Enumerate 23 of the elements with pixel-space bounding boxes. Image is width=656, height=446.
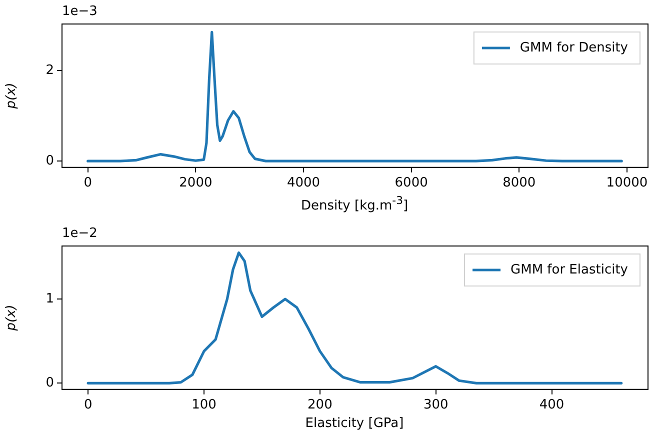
x-tick-label: 200 — [308, 398, 332, 413]
x-tick-label: 10000 — [606, 176, 648, 191]
legend-label: GMM for Density — [520, 40, 628, 56]
x-axis-title: Elasticity [GPa] — [304, 416, 405, 431]
x-tick-label: 6000 — [394, 176, 428, 191]
x-tick-label: 300 — [423, 398, 448, 413]
legend-label: GMM for Elasticity — [510, 262, 628, 278]
y-tick-label: 0 — [46, 376, 54, 391]
y-axis-title: p(x) — [4, 304, 20, 332]
y-tick-label: 2 — [46, 62, 54, 78]
y-axis-title: p(x) — [4, 82, 20, 110]
text: 1e−3 — [62, 4, 98, 19]
text: 1e−2 — [62, 226, 98, 241]
x-tick-label: 0 — [84, 176, 92, 191]
x-tick-label: 0 — [84, 398, 92, 413]
x-tick-label: 100 — [192, 398, 216, 413]
y-tick-label: 1 — [46, 291, 54, 306]
x-tick-label: 4000 — [286, 176, 320, 191]
x-tick-label: 8000 — [502, 176, 536, 191]
x-tick-label: 2000 — [179, 176, 212, 191]
y-tick-label: 0 — [46, 153, 54, 168]
x-tick-label: 400 — [539, 398, 564, 413]
x-axis-title: Density [kg.m$^{-3}$] — [300, 194, 410, 214]
